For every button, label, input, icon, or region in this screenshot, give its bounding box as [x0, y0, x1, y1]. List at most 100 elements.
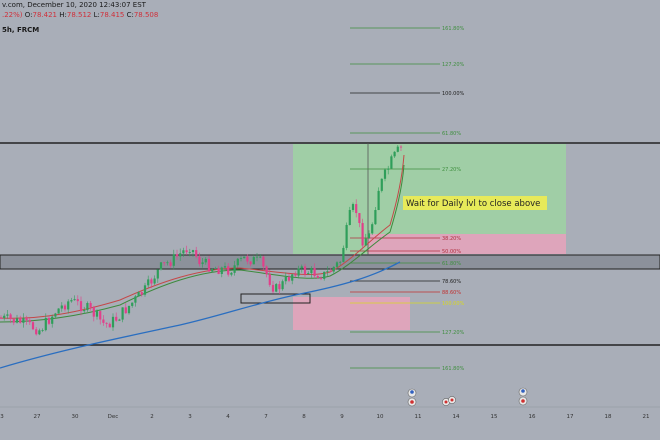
candle-body[interactable] [179, 253, 182, 257]
candle-body[interactable] [198, 256, 201, 265]
candle-body[interactable] [108, 323, 111, 328]
candle-body[interactable] [335, 262, 339, 267]
candle-body[interactable] [300, 266, 303, 269]
loss-zone[interactable] [368, 234, 566, 254]
candle-body[interactable] [265, 266, 268, 275]
candle-body[interactable] [358, 213, 361, 224]
candle-body[interactable] [150, 279, 153, 284]
candle-body[interactable] [374, 210, 377, 225]
candle-body[interactable] [367, 233, 371, 239]
candle-body[interactable] [233, 265, 236, 273]
candle-body[interactable] [377, 190, 380, 211]
candle-body[interactable] [351, 204, 355, 210]
candle-body[interactable] [310, 267, 313, 274]
candle-body[interactable] [6, 314, 9, 316]
candle-body[interactable] [207, 258, 211, 272]
candle-body[interactable] [387, 168, 390, 170]
event-calendar-icon[interactable] [407, 397, 417, 407]
candle-body[interactable] [0, 318, 3, 319]
candle-body[interactable] [307, 273, 310, 275]
candle-body[interactable] [249, 261, 252, 265]
candle-body[interactable] [361, 223, 364, 246]
candle-body[interactable] [102, 319, 105, 323]
candle-body[interactable] [313, 267, 316, 276]
candle-body[interactable] [271, 284, 275, 292]
candle-body[interactable] [281, 281, 284, 290]
consolidation-box[interactable] [240, 293, 311, 304]
candle-body[interactable] [217, 268, 220, 274]
event-flag-icon[interactable] [407, 388, 417, 398]
candle-body[interactable] [95, 311, 99, 317]
candle-body[interactable] [12, 319, 15, 323]
candle-body[interactable] [51, 316, 54, 324]
candle-body[interactable] [105, 322, 108, 324]
candle-body[interactable] [326, 271, 329, 272]
candle-body[interactable] [31, 322, 35, 330]
candle-body[interactable] [124, 307, 127, 314]
candle-body[interactable] [76, 299, 79, 302]
candle-body[interactable] [166, 262, 169, 264]
candle-body[interactable] [303, 266, 307, 275]
candle-body[interactable] [339, 261, 342, 263]
candle-body[interactable] [175, 254, 179, 257]
candle-body[interactable] [329, 271, 332, 272]
candle-body[interactable] [393, 151, 396, 157]
candle-body[interactable] [201, 262, 204, 265]
candle-body[interactable] [57, 308, 60, 314]
candle-body[interactable] [227, 266, 230, 275]
candle-body[interactable] [284, 276, 287, 282]
candle-body[interactable] [67, 301, 70, 310]
candle-body[interactable] [383, 169, 387, 179]
candle-body[interactable] [47, 317, 51, 324]
key-level-zone[interactable] [0, 254, 660, 270]
candle-body[interactable] [28, 320, 31, 323]
candle-body[interactable] [204, 258, 207, 263]
candle-body[interactable] [396, 146, 399, 152]
candle-body[interactable] [220, 267, 223, 274]
event-flag-icon[interactable] [442, 396, 456, 406]
candle-body[interactable] [342, 247, 345, 262]
candle-body[interactable] [163, 262, 166, 264]
candle-body[interactable] [355, 204, 358, 214]
candle-body[interactable] [54, 313, 57, 317]
candle-body[interactable] [86, 302, 89, 311]
event-flag-icon[interactable] [518, 387, 528, 406]
candle-body[interactable] [92, 307, 95, 317]
candle-body[interactable] [115, 316, 118, 321]
candle-body[interactable] [239, 258, 243, 260]
candle-body[interactable] [89, 302, 92, 308]
candle-body[interactable] [35, 329, 38, 335]
candle-body[interactable] [332, 266, 335, 272]
candle-body[interactable] [348, 209, 351, 225]
candle-body[interactable] [191, 250, 195, 253]
candle-body[interactable] [137, 292, 140, 297]
candle-body[interactable] [156, 269, 159, 279]
candle-body[interactable] [38, 330, 41, 335]
candle-body[interactable] [246, 256, 249, 262]
candle-body[interactable] [131, 302, 134, 306]
candle-body[interactable] [147, 279, 150, 286]
candle-body[interactable] [319, 277, 323, 279]
candle-body[interactable] [60, 305, 63, 309]
candle-body[interactable] [291, 274, 294, 281]
candle-body[interactable] [111, 316, 115, 328]
candle-body[interactable] [252, 257, 255, 265]
candle-body[interactable] [172, 254, 175, 266]
candles[interactable] [0, 145, 403, 336]
stop-zone[interactable] [293, 297, 410, 330]
candle-body[interactable] [127, 305, 131, 314]
candle-body[interactable] [83, 310, 86, 312]
candle-body[interactable] [188, 252, 191, 253]
candle-body[interactable] [3, 315, 6, 319]
candle-body[interactable] [159, 262, 163, 270]
candle-body[interactable] [214, 268, 217, 270]
candle-body[interactable] [99, 311, 102, 320]
candle-body[interactable] [268, 274, 271, 285]
candle-body[interactable] [9, 314, 12, 320]
candle-body[interactable] [185, 250, 188, 253]
ema-slow-line[interactable] [0, 261, 401, 369]
candle-body[interactable] [143, 285, 147, 295]
candle-body[interactable] [399, 146, 403, 148]
candle-body[interactable] [275, 284, 278, 292]
